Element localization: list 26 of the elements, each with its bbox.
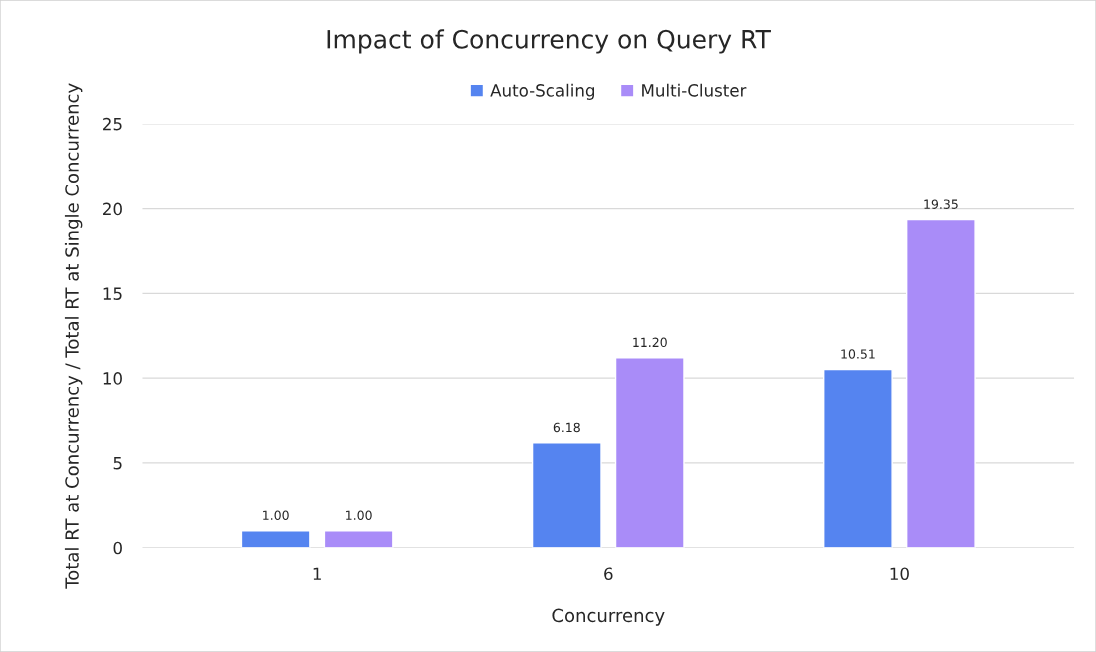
x-axis-title: Concurrency xyxy=(552,608,665,626)
data-label: 1.00 xyxy=(346,510,372,520)
bar xyxy=(614,357,685,548)
data-label: 6.18 xyxy=(553,422,580,433)
y-tick-label: 15 xyxy=(103,287,122,300)
y-tick-label: 20 xyxy=(103,202,122,216)
x-tick-label: 1 xyxy=(313,567,321,580)
y-tick-label: 0 xyxy=(113,541,122,555)
x-tick-label: 6 xyxy=(604,567,613,581)
y-tick-label: 5 xyxy=(113,457,122,470)
bar xyxy=(531,442,602,548)
bar xyxy=(905,218,976,548)
data-label: 10.51 xyxy=(841,349,875,359)
data-label: 1.00 xyxy=(263,510,289,520)
data-label: 11.20 xyxy=(633,337,667,348)
legend-label: Multi-Cluster xyxy=(642,83,747,97)
x-tick-label: 10 xyxy=(890,567,909,581)
bar xyxy=(323,530,394,548)
data-label: 19.35 xyxy=(924,199,958,209)
y-tick-label: 25 xyxy=(103,117,122,131)
y-tick-label: 10 xyxy=(103,372,122,385)
bar xyxy=(240,530,311,548)
y-axis-title: Total RT at Concurrency / Total RT at Single Concurrency xyxy=(64,83,83,589)
bar xyxy=(823,368,893,548)
chart-title: Impact of Concurrency on Query RT xyxy=(327,29,771,54)
legend-label: Auto-Scaling xyxy=(490,83,594,100)
